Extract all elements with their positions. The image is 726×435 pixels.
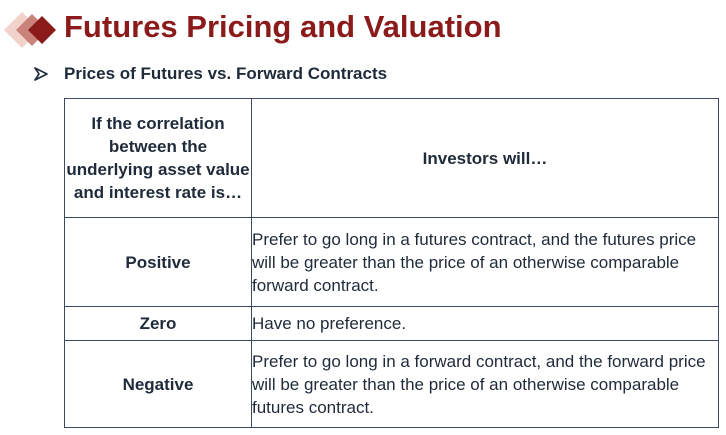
table-row: Positive Prefer to go long in a futures … [64, 217, 719, 307]
page-title: Futures Pricing and Valuation [64, 9, 502, 44]
table-row: Zero Have no preference. [64, 306, 719, 341]
header-correlation: If the correlation between the underlyin… [64, 98, 252, 218]
arrow-bullet-icon [34, 67, 48, 81]
diamond-logo-icon [4, 12, 56, 48]
section-heading: Prices of Futures vs. Forward Contracts [34, 64, 387, 84]
table-header-row: If the correlation between the underlyin… [64, 98, 719, 218]
section-subtitle: Prices of Futures vs. Forward Contracts [64, 64, 388, 83]
comparison-table: If the correlation between the underlyin… [64, 98, 719, 428]
header-investors: Investors will… [251, 98, 719, 218]
table-row: Negative Prefer to go long in a forward … [64, 340, 719, 428]
row-desc-negative: Prefer to go long in a forward contract,… [251, 340, 719, 428]
row-desc-positive: Prefer to go long in a futures contract,… [251, 217, 719, 307]
row-label-zero: Zero [64, 306, 252, 341]
row-desc-zero: Have no preference. [251, 306, 719, 341]
row-label-negative: Negative [64, 340, 252, 428]
row-label-positive: Positive [64, 217, 252, 307]
